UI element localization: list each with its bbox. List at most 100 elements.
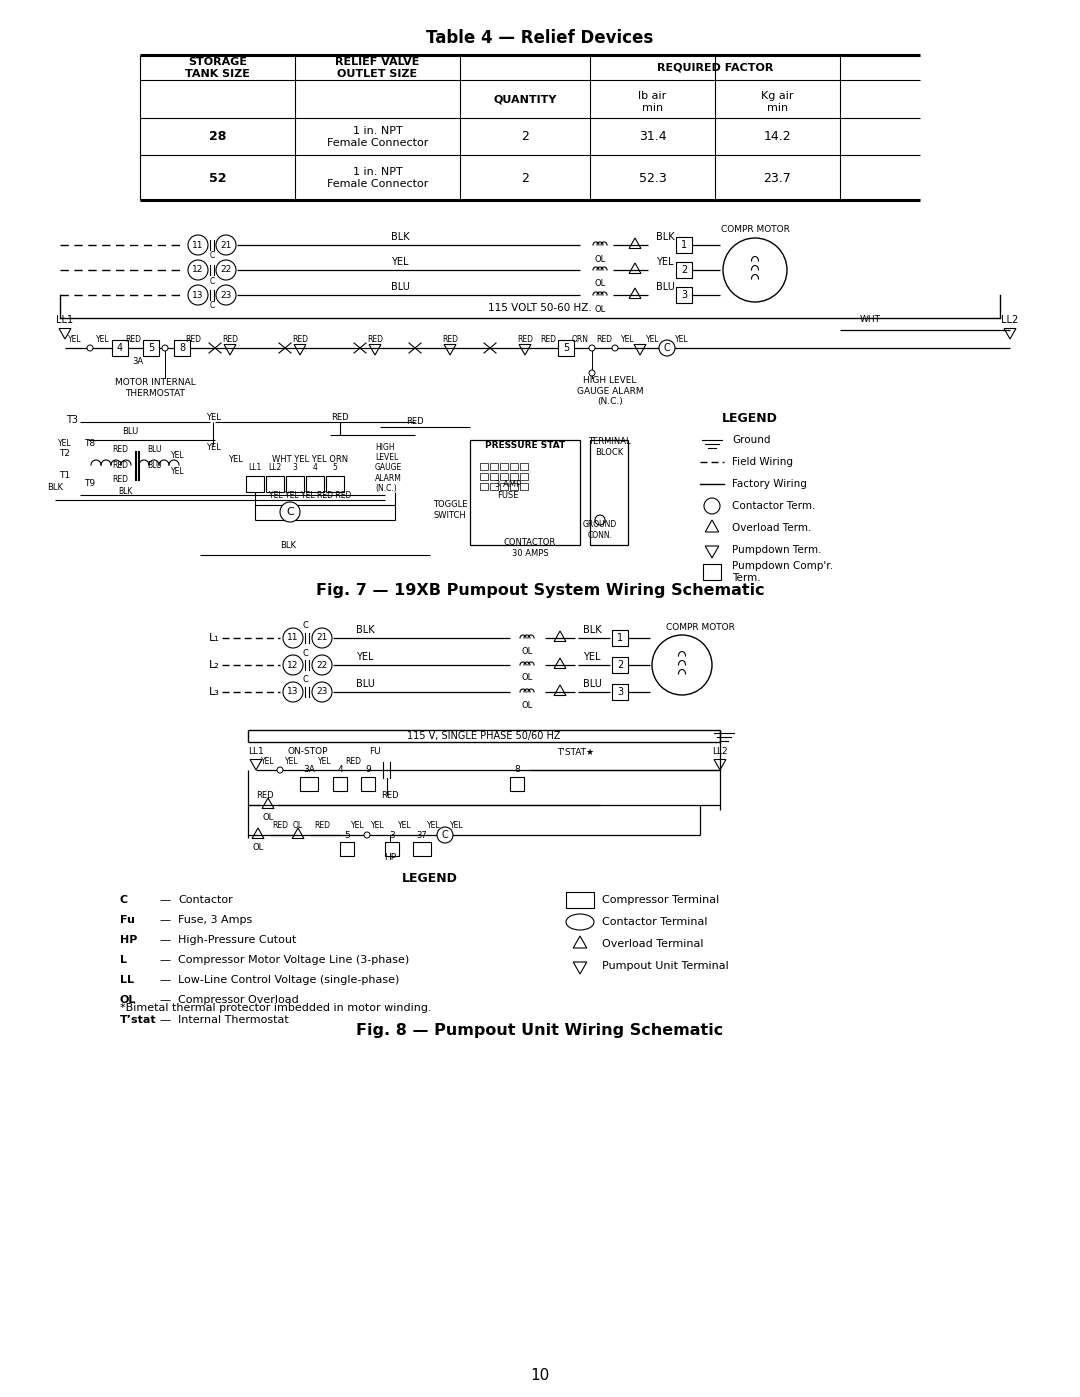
Text: RED: RED: [406, 418, 423, 426]
Text: Fig. 8 — Pumpout Unit Wiring Schematic: Fig. 8 — Pumpout Unit Wiring Schematic: [356, 1023, 724, 1038]
Text: YEL: YEL: [96, 335, 110, 345]
Text: —: —: [160, 895, 171, 905]
Text: C: C: [302, 648, 308, 658]
Text: WHT: WHT: [860, 314, 880, 324]
Bar: [470, 440, 580, 545]
Text: L₂: L₂: [210, 659, 220, 671]
Bar: [612, 685, 627, 700]
Text: OL: OL: [594, 305, 606, 313]
Text: L: L: [120, 956, 127, 965]
Text: OL: OL: [293, 821, 303, 830]
Text: Contactor: Contactor: [178, 895, 233, 905]
Bar: [174, 339, 190, 356]
Bar: [566, 893, 594, 908]
Text: LL2: LL2: [1001, 314, 1018, 326]
Circle shape: [312, 655, 332, 675]
Text: 23: 23: [220, 291, 232, 299]
Text: ORN: ORN: [571, 335, 589, 345]
Text: —: —: [160, 956, 171, 965]
Text: 12: 12: [287, 661, 299, 669]
Bar: [413, 842, 431, 856]
Text: 8: 8: [179, 344, 185, 353]
Text: BLU: BLU: [582, 679, 602, 689]
Text: QUANTITY: QUANTITY: [494, 94, 556, 103]
Text: 5: 5: [333, 464, 337, 472]
Text: BLU: BLU: [148, 461, 162, 469]
Circle shape: [188, 285, 208, 305]
Bar: [519, 483, 528, 490]
Bar: [384, 842, 399, 856]
Text: High-Pressure Cutout: High-Pressure Cutout: [178, 935, 296, 944]
Text: HIGH
LEVEL
GAUGE
ALARM
(N.C.): HIGH LEVEL GAUGE ALARM (N.C.): [375, 443, 402, 493]
Bar: [510, 462, 518, 469]
Text: 13: 13: [287, 687, 299, 697]
Circle shape: [612, 345, 618, 351]
Bar: [612, 657, 627, 673]
Text: 37: 37: [417, 830, 428, 840]
Text: T3: T3: [66, 415, 78, 425]
Circle shape: [216, 285, 237, 305]
Text: RED: RED: [272, 821, 288, 830]
Bar: [300, 777, 318, 791]
Bar: [480, 462, 488, 469]
Text: OL: OL: [120, 995, 136, 1004]
Text: 52.3: 52.3: [638, 172, 666, 184]
Text: 31.4: 31.4: [638, 130, 666, 144]
Text: Compressor Overload: Compressor Overload: [178, 995, 299, 1004]
Circle shape: [283, 682, 303, 703]
Text: —: —: [160, 915, 171, 925]
Text: OL: OL: [522, 700, 532, 710]
Text: 22: 22: [316, 661, 327, 669]
Text: Overload Terminal: Overload Terminal: [602, 939, 703, 949]
Text: 5: 5: [345, 830, 350, 840]
Text: 11: 11: [192, 240, 204, 250]
Text: YEL: YEL: [646, 335, 660, 345]
Text: C: C: [286, 507, 294, 517]
Bar: [480, 474, 488, 481]
Text: LEGEND: LEGEND: [723, 412, 778, 425]
Bar: [143, 339, 159, 356]
Bar: [500, 483, 508, 490]
Text: STORAGE
TANK SIZE: STORAGE TANK SIZE: [185, 57, 249, 78]
Text: Contactor Term.: Contactor Term.: [732, 502, 815, 511]
Circle shape: [188, 260, 208, 279]
Circle shape: [216, 260, 237, 279]
Text: REQUIRED FACTOR: REQUIRED FACTOR: [657, 63, 773, 73]
Text: 3 AMP
FUSE: 3 AMP FUSE: [495, 481, 521, 500]
Text: —: —: [160, 1016, 171, 1025]
Text: OL: OL: [262, 813, 273, 823]
Text: 23.7: 23.7: [764, 172, 792, 184]
Text: BLU: BLU: [148, 446, 162, 454]
Text: BLK: BLK: [656, 232, 674, 242]
Text: 12: 12: [192, 265, 204, 274]
Text: BLU: BLU: [656, 282, 674, 292]
Text: Compressor Terminal: Compressor Terminal: [602, 895, 719, 905]
Circle shape: [595, 515, 605, 525]
Text: COMPR MOTOR: COMPR MOTOR: [665, 623, 734, 633]
Text: C: C: [210, 251, 215, 260]
Text: L₃: L₃: [210, 687, 220, 697]
Text: Internal Thermostat: Internal Thermostat: [178, 1016, 288, 1025]
Text: 2: 2: [521, 172, 529, 184]
Text: LL1: LL1: [56, 314, 73, 326]
Text: LEGEND: LEGEND: [402, 872, 458, 884]
Bar: [112, 339, 129, 356]
Text: WHT YEL YEL ORN: WHT YEL YEL ORN: [272, 455, 348, 464]
Bar: [490, 462, 498, 469]
Text: Fuse, 3 Amps: Fuse, 3 Amps: [178, 915, 253, 925]
Text: YEL YEL YEL RED RED: YEL YEL YEL RED RED: [269, 490, 351, 500]
Text: LL1: LL1: [248, 747, 264, 757]
Text: RED: RED: [125, 335, 141, 345]
Circle shape: [276, 767, 283, 773]
Bar: [480, 483, 488, 490]
Text: 21: 21: [316, 633, 327, 643]
Text: —: —: [160, 995, 171, 1004]
Text: YEL: YEL: [285, 757, 299, 767]
Text: LL2: LL2: [712, 747, 728, 757]
Text: YEL: YEL: [261, 757, 274, 767]
Text: C: C: [663, 344, 671, 353]
Text: T9: T9: [84, 479, 95, 489]
Circle shape: [162, 345, 168, 351]
Text: PRESSURE STAT: PRESSURE STAT: [485, 440, 565, 450]
Text: TOGGLE
SWITCH: TOGGLE SWITCH: [433, 500, 468, 520]
